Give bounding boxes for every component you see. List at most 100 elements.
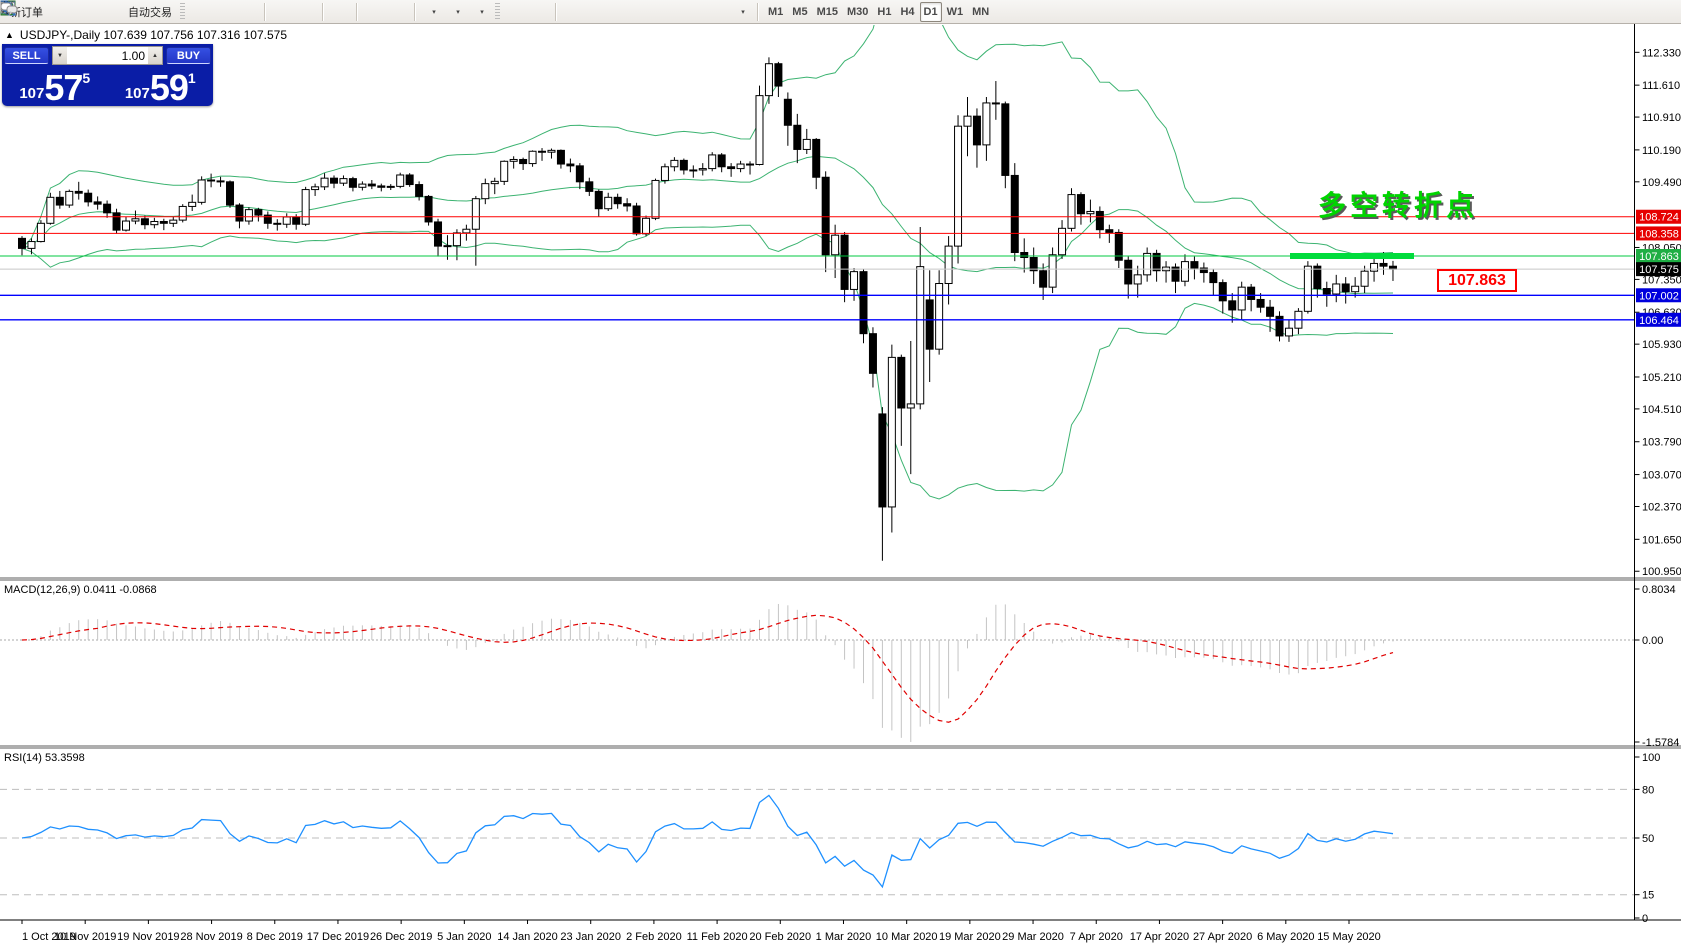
volume-value[interactable]: 1.00 <box>121 48 145 63</box>
svg-text:2 Feb 2020: 2 Feb 2020 <box>626 931 682 943</box>
signals-button[interactable] <box>1 2 119 22</box>
volume-stepper: ▼ 1.00 ▲ <box>52 46 163 65</box>
bar-chart-button[interactable] <box>3 1 211 22</box>
svg-text:103.790: 103.790 <box>1642 437 1681 449</box>
volume-increase-button[interactable]: ▲ <box>148 47 162 64</box>
zoom-in-button[interactable] <box>1 1 293 22</box>
auto-scroll-button[interactable] <box>0 1 385 22</box>
chinese-annotation[interactable]: 多空转折点 <box>1318 190 1479 221</box>
toolbar-separator <box>414 2 416 21</box>
svg-text:17 Dec 2019: 17 Dec 2019 <box>307 931 369 943</box>
chart-shift-button[interactable] <box>0 1 409 22</box>
horizontal-line-button[interactable] <box>1 2 608 22</box>
timeframe-m15[interactable]: M15 <box>813 2 842 22</box>
price-axis[interactable]: 112.330111.610110.910110.190109.490108.0… <box>0 24 1681 925</box>
svg-text:100.950: 100.950 <box>1642 566 1681 578</box>
svg-text:103.070: 103.070 <box>1642 470 1681 482</box>
timeframe-m1[interactable]: M1 <box>764 2 787 22</box>
toolbar-grip <box>495 2 500 21</box>
svg-text:17 Apr 2020: 17 Apr 2020 <box>1130 931 1189 943</box>
vertical-line-button[interactable] <box>5 1 584 22</box>
svg-text:8 Dec 2019: 8 Dec 2019 <box>247 931 303 943</box>
svg-text:0: 0 <box>1642 913 1648 925</box>
svg-text:23 Jan 2020: 23 Jan 2020 <box>560 931 621 943</box>
one-click-panel-toggle[interactable]: ▲ <box>5 30 14 40</box>
search-button[interactable] <box>1 1 1654 22</box>
svg-text:6 May 2020: 6 May 2020 <box>1257 931 1314 943</box>
sell-price[interactable]: 107 57 5 <box>2 65 108 107</box>
buy-price[interactable]: 107 59 1 <box>108 65 214 107</box>
sell-price-big: 57 <box>44 67 83 109</box>
expert-advisors-button[interactable] <box>0 1 95 22</box>
metaeditor-button[interactable] <box>0 0 71 22</box>
timeframe-w1[interactable]: W1 <box>943 2 968 22</box>
periods-button[interactable]: ▾ <box>1 1 467 22</box>
svg-text:107.863: 107.863 <box>1639 251 1679 263</box>
sell-button[interactable]: SELL <box>4 47 49 64</box>
svg-text:20 Feb 2020: 20 Feb 2020 <box>749 931 811 943</box>
svg-text:10 Mar 2020: 10 Mar 2020 <box>876 931 938 943</box>
sell-price-pip: 5 <box>82 70 91 86</box>
svg-text:108.358: 108.358 <box>1639 228 1679 240</box>
svg-text:106.464: 106.464 <box>1639 315 1679 327</box>
arrows-button[interactable]: ▾ <box>3 2 752 22</box>
svg-text:110.910: 110.910 <box>1642 112 1681 124</box>
timeframe-bar: M1 M5 M15 M30 H1 H4 D1 W1 MN <box>764 1 993 22</box>
chart-title-bar: ▲ USDJPY-,Daily 107.639 107.756 107.316 … <box>5 28 287 42</box>
timeframe-h1[interactable]: H1 <box>873 2 895 22</box>
arrows-caret-icon: ▾ <box>741 8 745 16</box>
templates-button[interactable]: ▾ <box>1 1 491 22</box>
volume-decrease-button[interactable]: ▼ <box>53 47 67 64</box>
chat-button[interactable] <box>0 2 1678 22</box>
tile-windows-button[interactable] <box>0 0 351 22</box>
svg-text:19 Mar 2020: 19 Mar 2020 <box>939 931 1001 943</box>
text-button[interactable]: A <box>2 0 704 22</box>
svg-text:15 May 2020: 15 May 2020 <box>1317 931 1381 943</box>
svg-text:110.190: 110.190 <box>1642 145 1681 157</box>
timeframe-mn[interactable]: MN <box>968 2 993 22</box>
svg-text:105.930: 105.930 <box>1642 339 1681 351</box>
svg-text:29 Mar 2020: 29 Mar 2020 <box>1002 931 1064 943</box>
svg-text:14 Jan 2020: 14 Jan 2020 <box>497 931 558 943</box>
auto-trading-button[interactable]: 自动交易 <box>0 1 176 22</box>
svg-text:10 Nov 2019: 10 Nov 2019 <box>54 931 116 943</box>
toolbar: 新订单 自动交易 <box>0 0 1681 24</box>
svg-text:107.002: 107.002 <box>1639 290 1679 302</box>
rsi-label: RSI(14) 53.3598 <box>4 752 85 764</box>
price-level-label[interactable]: 107.863 <box>1437 269 1517 292</box>
svg-text:112.330: 112.330 <box>1642 47 1681 59</box>
indicators-button[interactable]: ▾ <box>0 2 443 22</box>
zoom-out-button[interactable] <box>1 1 317 22</box>
auto-trading-label: 自动交易 <box>128 6 172 19</box>
svg-text:11 Feb 2020: 11 Feb 2020 <box>687 931 748 943</box>
timeframe-m30[interactable]: M30 <box>843 2 872 22</box>
crosshair-button[interactable] <box>1 1 550 22</box>
buy-price-pip: 1 <box>187 70 196 86</box>
chart-window: 112.330 111.610 110.910 110.190 109.490 108.0… <box>0 24 1681 946</box>
toolbar-separator <box>555 2 557 21</box>
svg-text:1 Mar 2020: 1 Mar 2020 <box>816 931 872 943</box>
timeframe-d1[interactable]: D1 <box>919 1 942 22</box>
svg-text:105.210: 105.210 <box>1642 372 1681 384</box>
trendline-button[interactable] <box>1 1 632 22</box>
text-label-button[interactable]: T <box>1 2 728 22</box>
timeframe-h4[interactable]: H4 <box>896 2 918 22</box>
candlestick-chart-button[interactable] <box>2 1 235 22</box>
svg-text:102.370: 102.370 <box>1642 501 1681 513</box>
svg-text:0.00: 0.00 <box>1642 635 1663 647</box>
svg-text:104.510: 104.510 <box>1642 404 1681 416</box>
svg-text:5 Jan 2020: 5 Jan 2020 <box>437 931 491 943</box>
cursor-button[interactable] <box>4 1 526 22</box>
svg-text:15: 15 <box>1642 890 1654 902</box>
fibonacci-button[interactable]: F <box>1 2 680 22</box>
equidistant-channel-button[interactable]: E <box>0 1 656 22</box>
rsi-pane[interactable] <box>0 788 1634 896</box>
timeframe-m5[interactable]: M5 <box>788 2 811 22</box>
buy-button[interactable]: BUY <box>166 47 211 64</box>
buy-price-handle: 107 <box>124 85 150 102</box>
main-price-pane[interactable] <box>0 24 1634 561</box>
chart-canvas[interactable]: 112.330111.610110.910110.190109.490108.0… <box>0 24 1681 946</box>
macd-pane[interactable] <box>0 603 1634 742</box>
line-chart-button[interactable] <box>0 2 259 22</box>
